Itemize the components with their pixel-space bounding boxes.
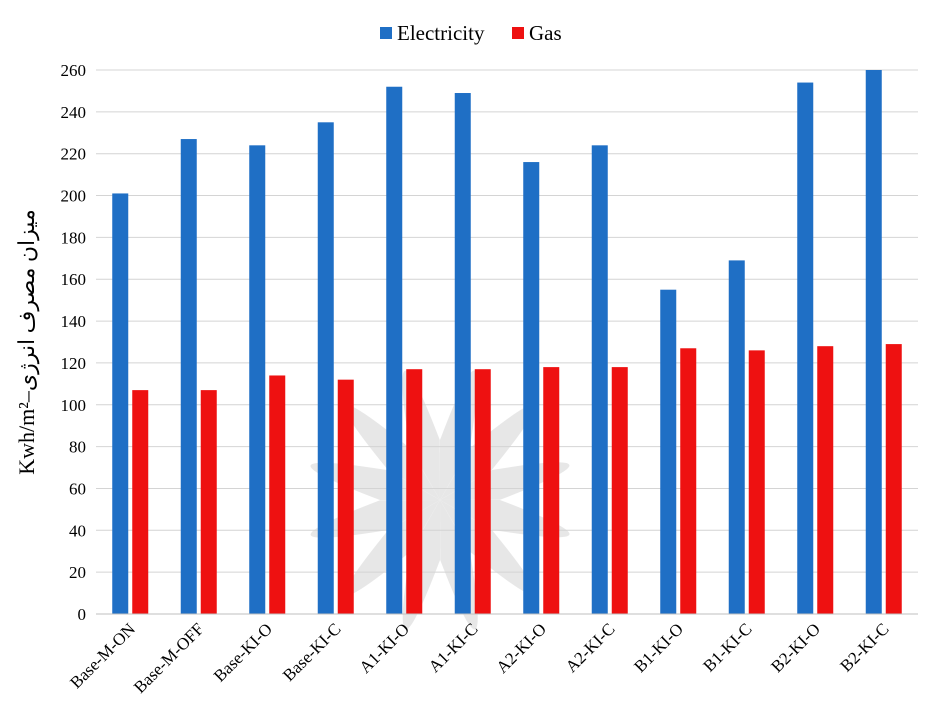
bar-electricity-base-ki-c	[317, 122, 334, 615]
bar-gas-b2-ki-c	[885, 344, 902, 614]
bar-gas-base-ki-o	[269, 375, 286, 614]
bars	[112, 70, 902, 615]
bar-electricity-a2-ki-o	[523, 162, 540, 615]
legend-swatch-gas	[512, 27, 524, 39]
bar-electricity-a1-ki-c	[454, 93, 471, 614]
bar-electricity-a1-ki-o	[386, 86, 403, 614]
x-tick-label: B2-KI-O	[767, 619, 824, 676]
bar-gas-a2-ki-c	[611, 367, 628, 614]
bar-electricity-b2-ki-c	[865, 70, 882, 614]
x-tick-label: Base-M-ON	[66, 619, 139, 692]
x-tick-label: A2-KI-O	[493, 619, 551, 677]
x-tick-label: A1-KI-C	[425, 619, 482, 676]
x-tick-label: B1-KI-C	[699, 619, 755, 675]
bar-electricity-a2-ki-c	[591, 145, 608, 615]
y-tick-label: 100	[61, 396, 87, 415]
legend-swatch-electricity	[380, 27, 392, 39]
bar-gas-a1-ki-c	[474, 369, 491, 614]
legend-label-gas: Gas	[529, 21, 562, 45]
bar-gas-base-ki-c	[337, 379, 354, 614]
x-tick-label: Base-M-OFF	[130, 619, 208, 697]
y-tick-label: 40	[69, 521, 86, 540]
bar-gas-base-m-off	[200, 390, 217, 614]
x-tick-label: Base-KI-C	[279, 619, 345, 685]
gridlines	[96, 69, 918, 573]
y-tick-label: 20	[69, 563, 86, 582]
bar-electricity-b2-ki-o	[797, 82, 814, 615]
bar-gas-b1-ki-c	[748, 350, 765, 614]
bar-gas-a1-ki-o	[406, 369, 423, 614]
y-tick-label: 160	[61, 270, 87, 289]
y-tick-label: 60	[69, 479, 86, 498]
x-tick-label: Base-KI-O	[210, 619, 276, 685]
y-tick-label: 200	[61, 187, 87, 206]
y-axis-ticks: 0 20 40 60 80 100 120 140 160 180 200 220 240 260	[61, 61, 87, 624]
y-axis-label: Kwh/m²–میزان مصرف انرژی	[14, 209, 40, 474]
legend-label-electricity: Electricity	[397, 21, 485, 45]
bar-gas-a2-ki-o	[543, 367, 560, 614]
y-tick-label: 240	[61, 103, 87, 122]
bar-electricity-base-m-off	[180, 139, 197, 615]
y-tick-label: 220	[61, 145, 87, 164]
y-tick-label: 80	[69, 438, 86, 457]
bar-electricity-b1-ki-c	[728, 260, 745, 614]
y-tick-label: 260	[61, 61, 87, 80]
bar-electricity-base-m-on	[112, 193, 129, 614]
legend: Electricity Gas	[380, 21, 562, 45]
x-tick-label: A1-KI-O	[356, 619, 414, 677]
bar-gas-b1-ki-o	[680, 348, 697, 614]
x-tick-label: B2-KI-C	[836, 619, 892, 675]
y-tick-label: 140	[61, 312, 87, 331]
bar-electricity-b1-ki-o	[660, 289, 677, 614]
y-tick-label: 180	[61, 228, 87, 247]
x-tick-label: A2-KI-C	[562, 619, 619, 676]
bar-gas-b2-ki-o	[817, 346, 834, 614]
x-tick-label: B1-KI-O	[630, 619, 687, 676]
bar-gas-base-m-on	[132, 390, 149, 614]
y-tick-label: 0	[78, 605, 87, 624]
bar-electricity-base-ki-o	[249, 145, 266, 615]
y-tick-label: 120	[61, 354, 87, 373]
